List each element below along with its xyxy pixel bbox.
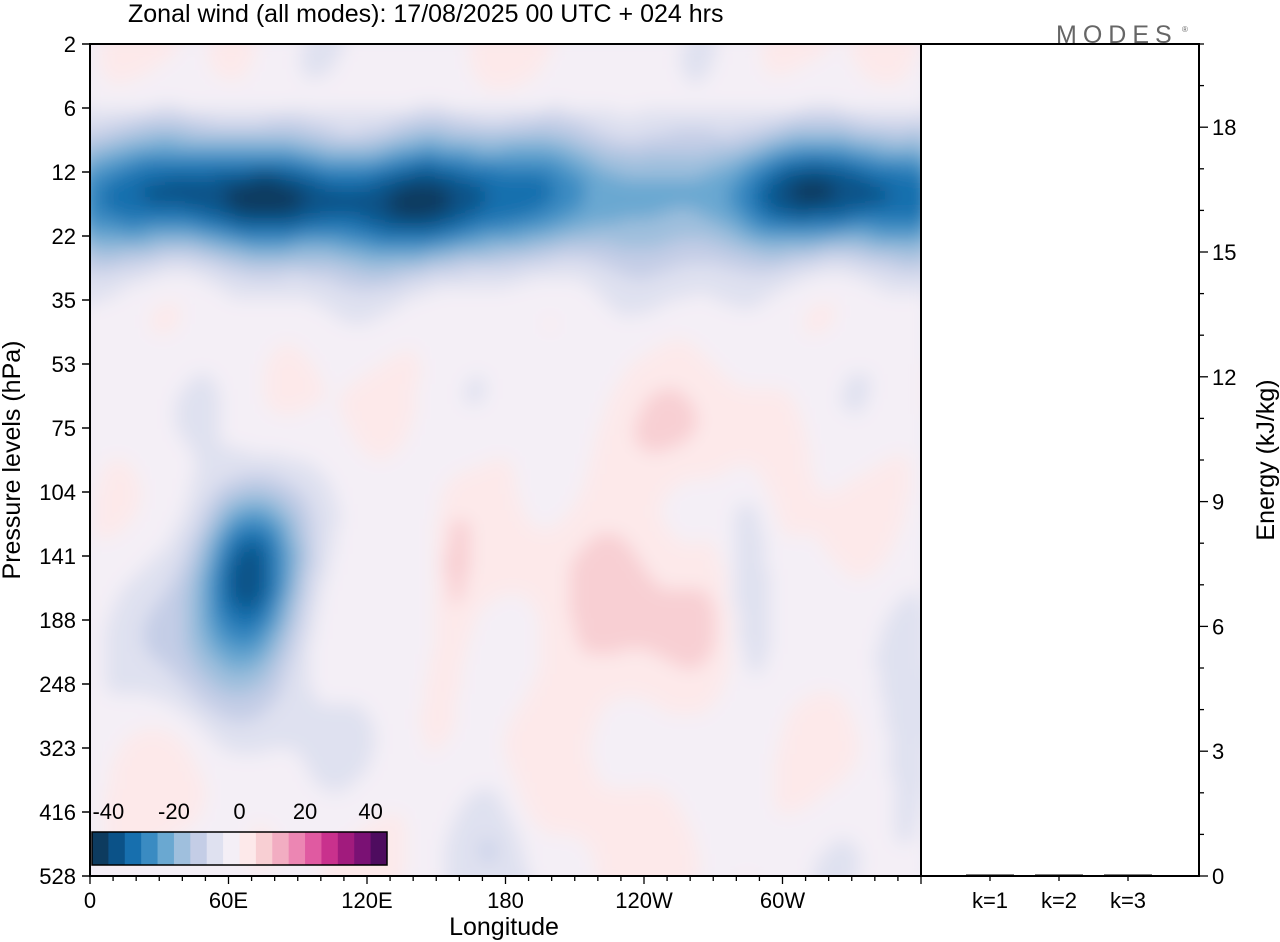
colorbar-swatch: [173, 832, 191, 865]
level-tick-label: 188: [39, 608, 76, 633]
wind-field: [90, 44, 921, 876]
level-tick-label: 416: [39, 800, 76, 825]
longitude-tick-label: 120W: [615, 888, 673, 913]
energy-tick-label: 12: [1212, 365, 1236, 390]
chart-title: Zonal wind (all modes): 17/08/2025 00 UT…: [128, 0, 723, 28]
colorbar-tick-label: 0: [233, 799, 245, 824]
colorbar-tick-label: 40: [358, 799, 382, 824]
colorbar-swatch: [337, 832, 355, 865]
energy-tick-label: 15: [1212, 240, 1236, 265]
colorbar-swatch: [206, 832, 224, 865]
energy-bars: [966, 874, 1152, 881]
level-tick-label: 528: [39, 864, 76, 889]
colorbar-tick-label: -20: [158, 799, 190, 824]
longitude-ticks: 0 60E 120E 180 120W 60W: [84, 876, 922, 913]
level-tick-label: 104: [39, 480, 76, 505]
longitude-tick-label: 60W: [760, 888, 805, 913]
colorbar-frame: [91, 831, 388, 866]
colorbar-swatches: [92, 832, 388, 865]
pressure-level-ticks: 2 6 12 22 35 53 75 104 141 188 248 323 416 528: [39, 32, 90, 889]
level-tick-label: 141: [39, 544, 76, 569]
energy-tick-label: 9: [1212, 490, 1224, 515]
x-axis-label: Longitude: [449, 913, 559, 941]
wavenumber-label: k=2: [1041, 888, 1077, 913]
longitude-tick-label: 0: [84, 888, 96, 913]
colorbar-swatch: [92, 832, 109, 865]
level-tick-label: 6: [64, 96, 76, 121]
y-axis-label: Pressure levels (hPa): [0, 341, 26, 580]
level-tick-label: 75: [52, 416, 76, 441]
colorbar: -40 -20 0 20 40: [91, 799, 388, 866]
colorbar-swatch: [190, 832, 208, 865]
colorbar-swatch: [370, 832, 388, 865]
colorbar-swatch: [223, 832, 240, 865]
colorbar-swatch: [157, 832, 175, 865]
colorbar-tick-label: -40: [92, 799, 124, 824]
heatmap-panel: 2 6 12 22 35 53 75 104 141 188 248 323 416 528 0 60E 12…: [0, 32, 922, 941]
energy-axis-ticks: 0 3 6 9 12 15 18: [1199, 43, 1236, 889]
energy-bar: [966, 874, 1014, 876]
colorbar-tick-label: 20: [293, 799, 317, 824]
colorbar-swatch: [141, 832, 158, 865]
colorbar-swatch: [255, 832, 273, 865]
longitude-tick-label: 180: [487, 888, 524, 913]
wavenumber-label: k=3: [1110, 888, 1146, 913]
level-tick-label: 35: [52, 288, 76, 313]
energy-axis-label: Energy (kJ/kg): [1252, 379, 1280, 540]
energy-tick-label: 6: [1212, 614, 1224, 639]
logo-registered-mark: ®: [1182, 25, 1188, 34]
energy-tick-label: 3: [1212, 739, 1224, 764]
energy-tick-label: 18: [1212, 115, 1236, 140]
energy-tick-label: 0: [1212, 864, 1224, 889]
colorbar-tick-labels: -40 -20 0 20 40: [92, 799, 382, 824]
wavenumber-label: k=1: [972, 888, 1008, 913]
level-tick-label: 2: [64, 32, 76, 57]
wavenumber-labels: k=1 k=2 k=3: [972, 888, 1146, 913]
colorbar-swatch: [305, 832, 322, 865]
colorbar-swatch: [288, 832, 306, 865]
colorbar-swatch: [354, 832, 372, 865]
longitude-tick-label: 60E: [209, 888, 248, 913]
colorbar-swatch: [124, 832, 142, 865]
energy-panel: 0 3 6 9 12 15 18 k=1 k=2 k=3 Energy (kJ/kg): [920, 43, 1280, 913]
longitude-tick-label: 120E: [341, 888, 392, 913]
level-tick-label: 12: [52, 160, 76, 185]
colorbar-swatch: [321, 832, 339, 865]
colorbar-swatch: [239, 832, 257, 865]
level-tick-label: 248: [39, 672, 76, 697]
wind-field-shading: [90, 44, 921, 876]
level-tick-label: 323: [39, 736, 76, 761]
colorbar-swatch: [272, 832, 290, 865]
level-tick-label: 53: [52, 352, 76, 377]
energy-frame: [920, 43, 1200, 877]
energy-bar: [1035, 874, 1083, 876]
energy-bar: [1104, 874, 1152, 876]
level-tick-label: 22: [52, 224, 76, 249]
colorbar-swatch: [108, 832, 126, 865]
